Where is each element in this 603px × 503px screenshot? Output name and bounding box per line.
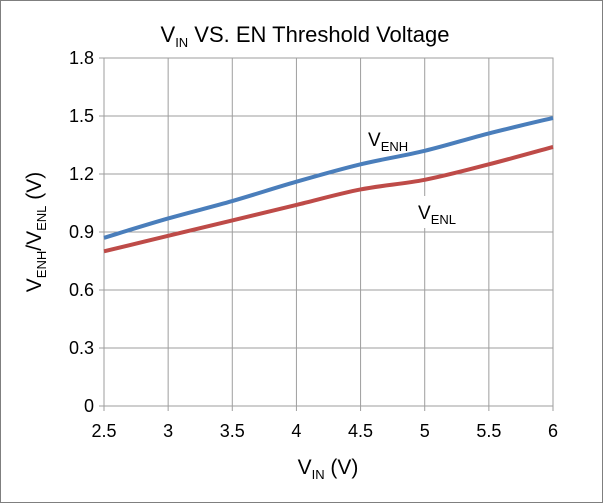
x-tick-label: 5 (420, 421, 430, 441)
x-tick-labels: 2.5 3 3.5 4 4.5 5 5.5 6 (91, 421, 558, 441)
y-tick-label: 0.3 (69, 338, 94, 358)
series-label-venl-bg (412, 196, 468, 228)
series-line-venh (103, 115, 554, 240)
x-tick-label: 4 (291, 421, 301, 441)
y-axis-title: VENH/VENL (V) (23, 172, 49, 292)
chart-title: VIN VS. EN Threshold Voltage (161, 22, 450, 50)
x-axis-title: VIN (V) (298, 456, 359, 482)
series-label-venh: VENH (368, 130, 408, 154)
x-tick-label: 6 (548, 421, 558, 441)
series-line-venl (103, 145, 554, 254)
grid (99, 57, 554, 411)
y-tick-label: 1.5 (69, 106, 94, 126)
x-tick-label: 2.5 (91, 421, 116, 441)
x-tick-label: 3.5 (220, 421, 245, 441)
y-tick-labels: 0 0.3 0.6 0.9 1.2 1.5 1.8 (69, 48, 94, 416)
y-tick-label: 0.6 (69, 280, 94, 300)
x-tick-label: 4.5 (348, 421, 373, 441)
x-tick-label: 5.5 (476, 421, 501, 441)
series-lines (103, 115, 554, 254)
y-tick-label: 1.8 (69, 48, 94, 68)
y-tick-label: 1.2 (69, 164, 94, 184)
y-tick-label: 0 (84, 396, 94, 416)
y-tick-label: 0.9 (69, 222, 94, 242)
x-tick-label: 3 (163, 421, 173, 441)
series-label-venl: VENL (418, 203, 456, 227)
